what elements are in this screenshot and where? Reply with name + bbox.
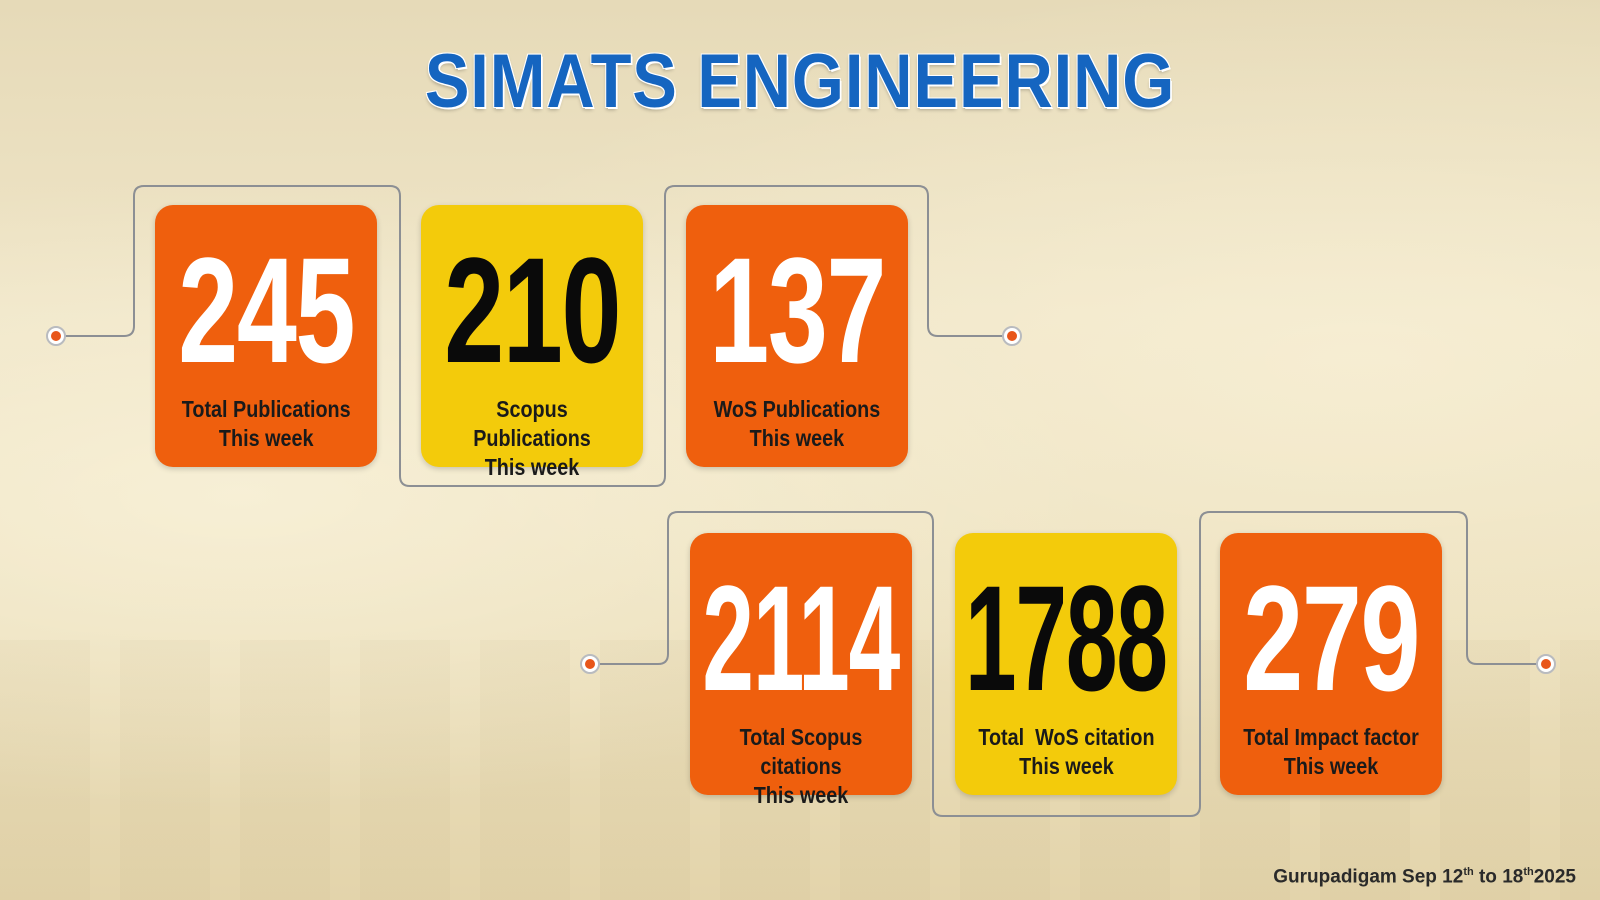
connector-dots (46, 326, 1556, 674)
footer-year: 2025 (1533, 866, 1576, 887)
footer-prefix: Gurupadigam Sep 12 (1273, 866, 1464, 887)
date-range-footer: Gurupadigam Sep 12th to 18th2025 (1273, 866, 1576, 888)
stat-label: Total WoS citation This week (978, 723, 1154, 781)
stat-label-line1: Scopus Publications (473, 396, 591, 451)
stat-label-line2: This week (484, 454, 580, 480)
footer-sup-start: th (1463, 865, 1474, 878)
stat-label-line1: Total WoS citation (977, 724, 1155, 750)
stat-value: 210 (444, 226, 621, 394)
stat-value: 245 (178, 226, 355, 394)
stat-value: 279 (1243, 554, 1420, 722)
stat-label: Total Scopus citations This week (706, 723, 897, 810)
stat-label-line1: WoS Publications (713, 396, 881, 422)
stat-label-line2: This week (749, 425, 845, 451)
footer-sup-end: th (1523, 865, 1534, 878)
stat-label: Total Impact factor This week (1243, 723, 1418, 781)
stat-card-scopus-citations: 2114 Total Scopus citations This week (690, 533, 912, 808)
stat-label-line2: This week (1018, 753, 1114, 779)
stat-card-wos-citation: 1788 Total WoS citation This week (955, 533, 1177, 795)
footer-middle: to 18 (1473, 866, 1524, 887)
stat-label: Total Publications This week (182, 395, 351, 453)
stat-label-line1: Total Scopus citations (739, 724, 863, 779)
stat-label: WoS Publications This week (714, 395, 881, 453)
stat-card-scopus-publications: 210 Scopus Publications This week (421, 205, 643, 480)
stat-label-line2: This week (753, 782, 849, 808)
stat-label: Scopus Publications This week (437, 395, 628, 482)
stat-label-line2: This week (1283, 753, 1379, 779)
stat-label-line2: This week (218, 425, 314, 451)
stat-card-wos-publications: 137 WoS Publications This week (686, 205, 908, 467)
stat-value: 1788 (965, 554, 1168, 722)
stat-card-impact-factor: 279 Total Impact factor This week (1220, 533, 1442, 795)
stat-label-line1: Total Publications (181, 396, 351, 422)
stat-card-total-publications: 245 Total Publications This week (155, 205, 377, 467)
stat-value: 137 (709, 226, 886, 394)
stat-label-line1: Total Impact factor (1243, 724, 1419, 750)
stat-value: 2114 (702, 554, 901, 722)
page-title: SIMATS ENGINEERING (424, 39, 1176, 124)
